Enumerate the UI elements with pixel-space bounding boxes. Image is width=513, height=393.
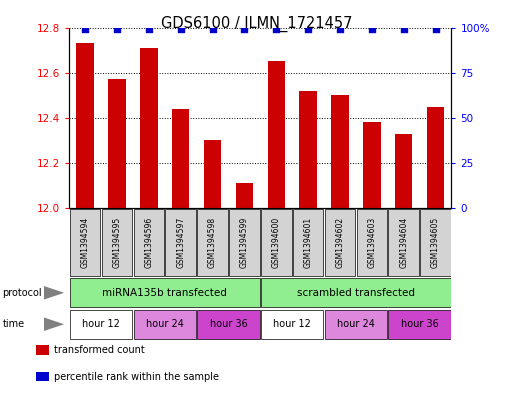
Bar bbox=[388, 310, 451, 339]
Text: GSM1394602: GSM1394602 bbox=[336, 217, 344, 268]
Text: scrambled transfected: scrambled transfected bbox=[297, 288, 415, 298]
Bar bbox=[172, 109, 189, 208]
Bar bbox=[331, 95, 349, 208]
Polygon shape bbox=[44, 286, 64, 299]
Bar bbox=[198, 310, 260, 339]
Bar bbox=[235, 184, 253, 208]
Text: hour 36: hour 36 bbox=[210, 319, 247, 329]
Bar bbox=[229, 209, 260, 276]
Bar bbox=[140, 48, 157, 208]
Bar bbox=[70, 310, 132, 339]
Text: GSM1394595: GSM1394595 bbox=[112, 217, 122, 268]
Text: transformed count: transformed count bbox=[54, 345, 145, 355]
Bar bbox=[261, 209, 291, 276]
Text: GSM1394600: GSM1394600 bbox=[272, 217, 281, 268]
Text: GSM1394598: GSM1394598 bbox=[208, 217, 217, 268]
Bar bbox=[267, 61, 285, 208]
Text: time: time bbox=[3, 319, 25, 329]
Text: GSM1394594: GSM1394594 bbox=[81, 217, 90, 268]
Bar bbox=[133, 209, 164, 276]
Point bbox=[368, 26, 376, 33]
Bar bbox=[427, 107, 444, 208]
Bar bbox=[76, 43, 94, 208]
Text: GSM1394601: GSM1394601 bbox=[304, 217, 312, 268]
Bar bbox=[102, 209, 132, 276]
Point bbox=[145, 26, 153, 33]
Bar bbox=[363, 122, 381, 208]
Bar bbox=[420, 209, 451, 276]
Point bbox=[113, 26, 121, 33]
Text: hour 12: hour 12 bbox=[82, 319, 120, 329]
Bar bbox=[357, 209, 387, 276]
Point bbox=[304, 26, 312, 33]
Text: hour 24: hour 24 bbox=[337, 319, 375, 329]
Point bbox=[208, 26, 216, 33]
Text: GSM1394599: GSM1394599 bbox=[240, 217, 249, 268]
Point bbox=[400, 26, 408, 33]
Text: GDS6100 / ILMN_1721457: GDS6100 / ILMN_1721457 bbox=[161, 16, 352, 32]
Text: hour 12: hour 12 bbox=[273, 319, 311, 329]
Polygon shape bbox=[44, 318, 64, 331]
Text: GSM1394604: GSM1394604 bbox=[399, 217, 408, 268]
Bar bbox=[198, 209, 228, 276]
Bar bbox=[261, 310, 323, 339]
Bar bbox=[261, 278, 451, 307]
Point bbox=[272, 26, 281, 33]
Text: percentile rank within the sample: percentile rank within the sample bbox=[54, 371, 219, 382]
Point bbox=[240, 26, 248, 33]
Bar bbox=[395, 134, 412, 208]
Bar bbox=[70, 209, 101, 276]
Text: miRNA135b transfected: miRNA135b transfected bbox=[103, 288, 227, 298]
Text: hour 36: hour 36 bbox=[401, 319, 439, 329]
Text: protocol: protocol bbox=[3, 288, 42, 298]
Text: GSM1394596: GSM1394596 bbox=[144, 217, 153, 268]
Bar bbox=[293, 209, 323, 276]
Bar bbox=[325, 310, 387, 339]
Point bbox=[431, 26, 440, 33]
Bar bbox=[388, 209, 419, 276]
Text: hour 24: hour 24 bbox=[146, 319, 184, 329]
Point bbox=[81, 26, 89, 33]
Bar bbox=[70, 278, 260, 307]
Text: GSM1394597: GSM1394597 bbox=[176, 217, 185, 268]
Text: GSM1394603: GSM1394603 bbox=[367, 217, 377, 268]
Bar bbox=[325, 209, 356, 276]
Point bbox=[176, 26, 185, 33]
Bar bbox=[36, 372, 49, 381]
Bar bbox=[300, 91, 317, 208]
Point bbox=[336, 26, 344, 33]
Bar bbox=[108, 79, 126, 208]
Bar bbox=[36, 345, 49, 355]
Bar bbox=[165, 209, 196, 276]
Text: GSM1394605: GSM1394605 bbox=[431, 217, 440, 268]
Bar bbox=[204, 140, 221, 208]
Bar bbox=[133, 310, 196, 339]
